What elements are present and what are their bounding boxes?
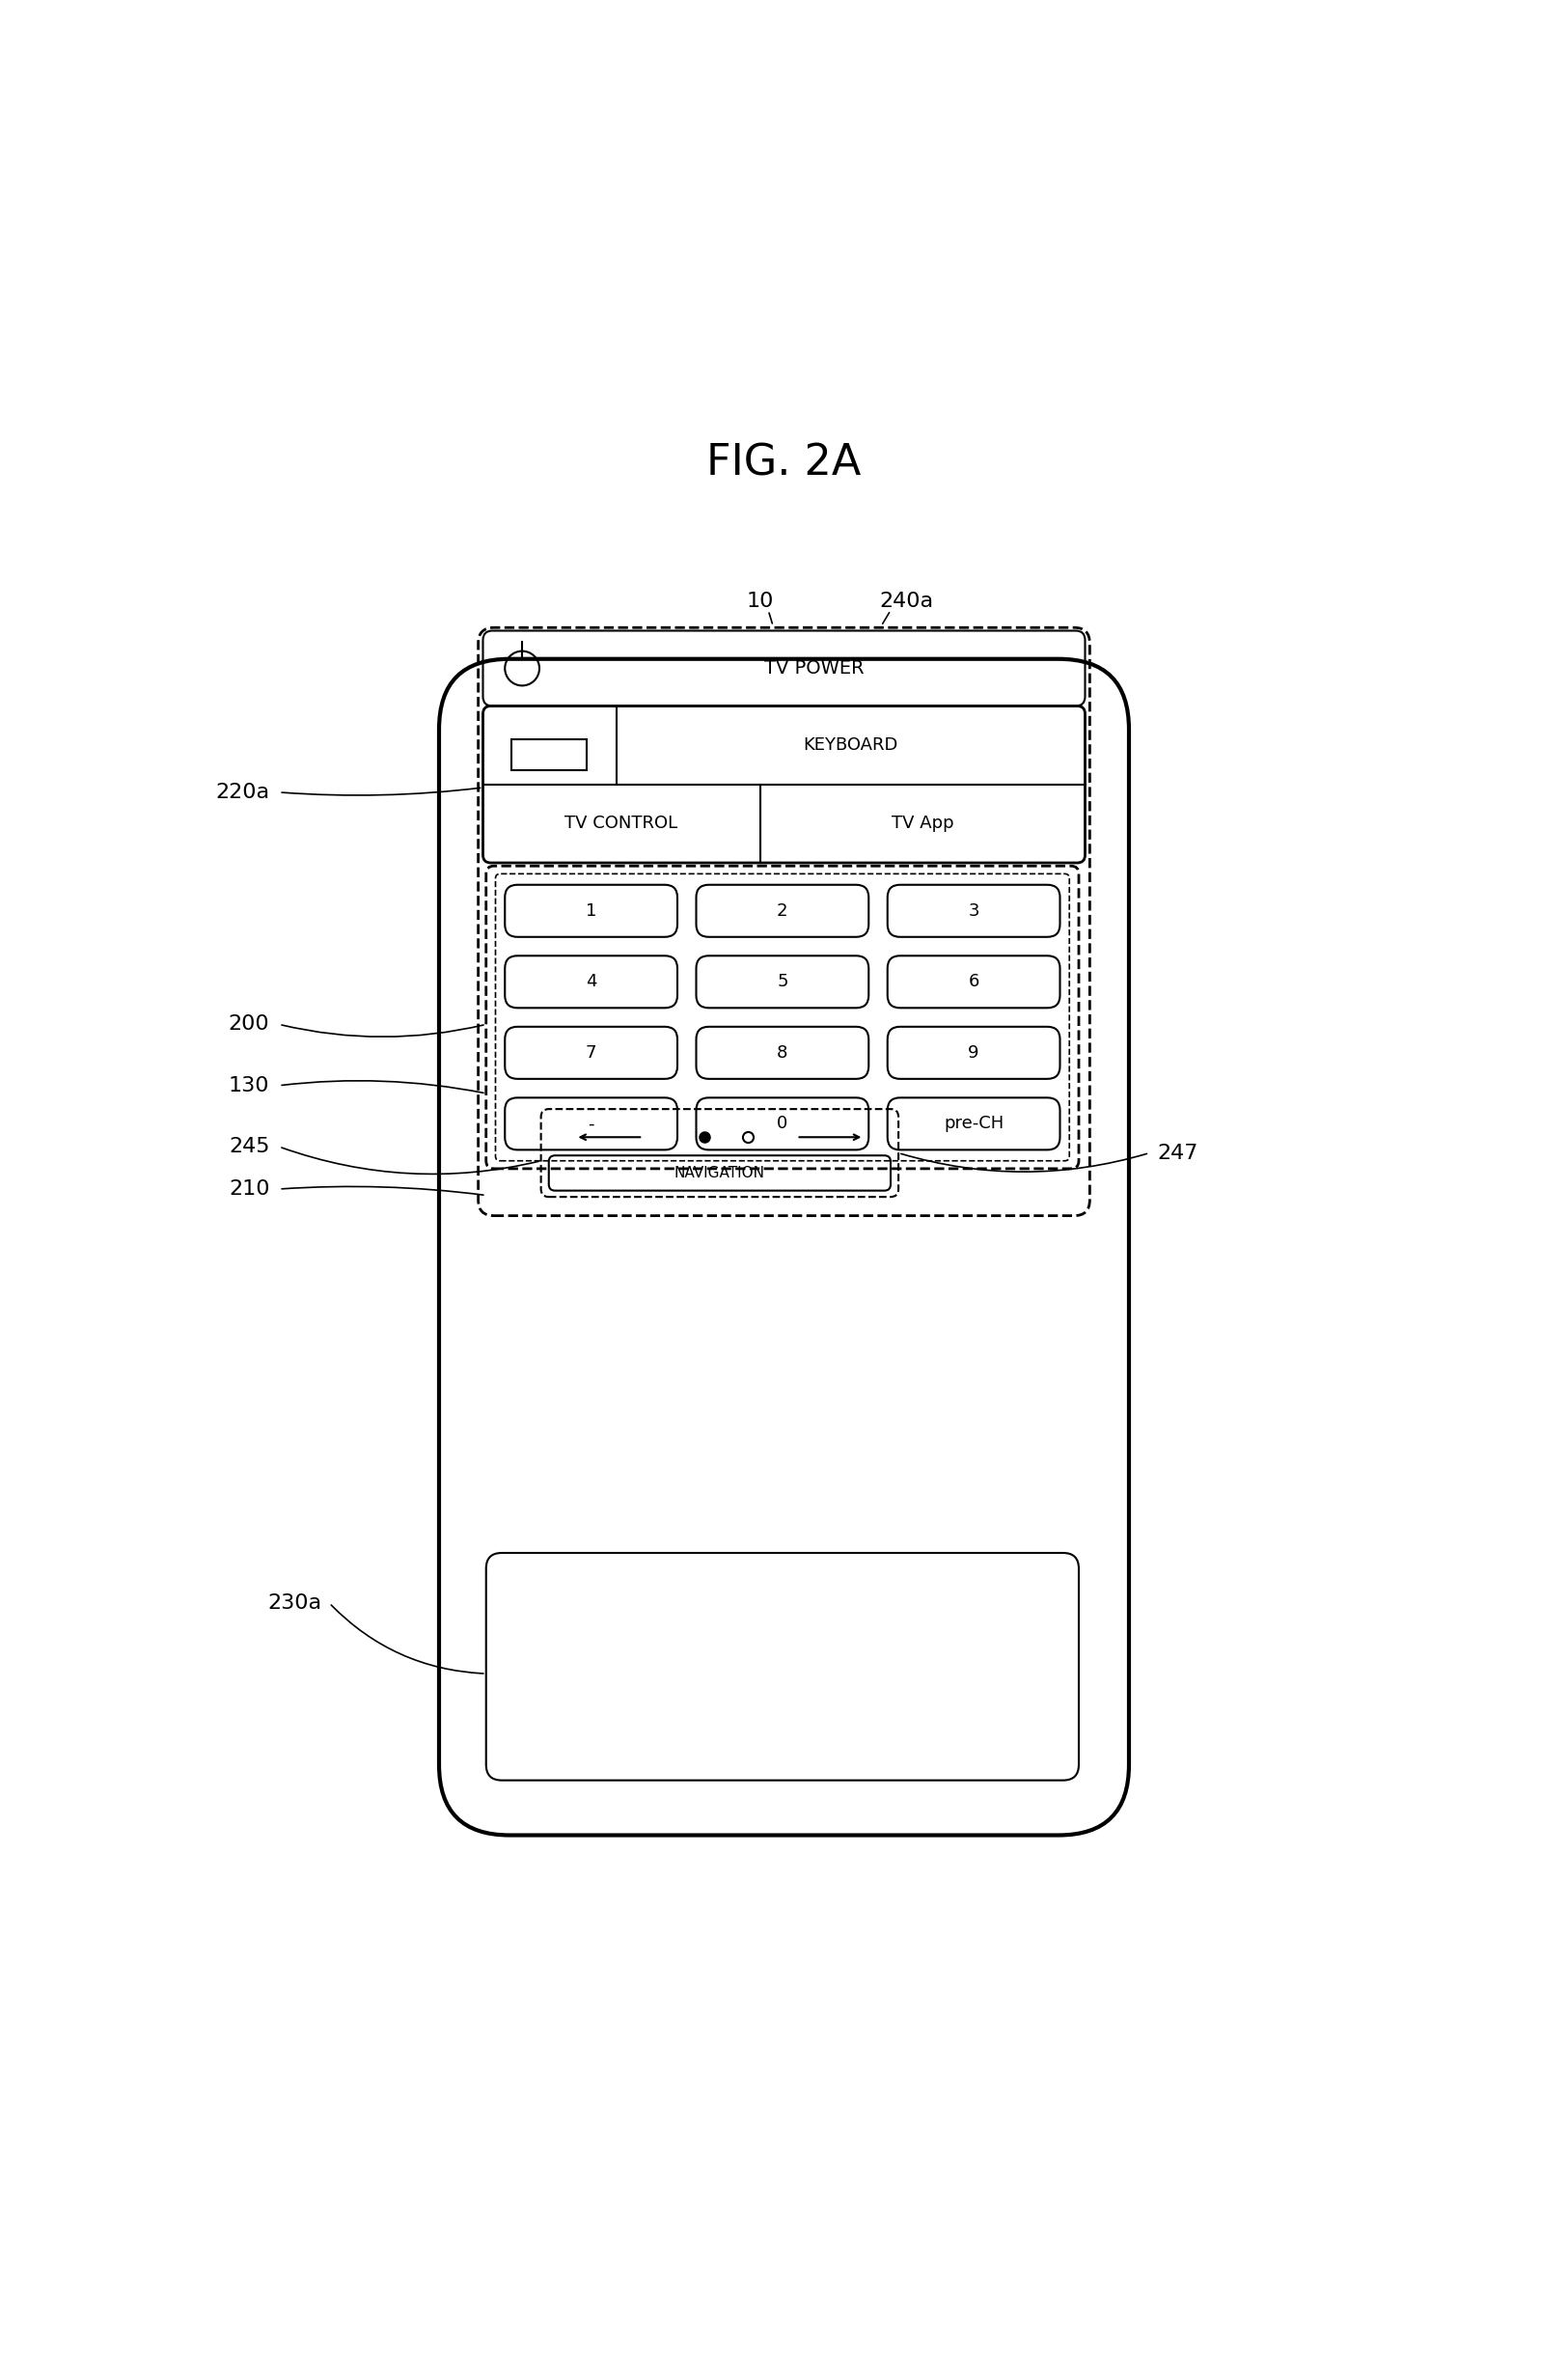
Text: 0: 0 [778, 1115, 787, 1132]
Text: TV App: TV App [891, 814, 953, 833]
Text: KEYBOARD: KEYBOARD [803, 736, 898, 753]
Text: 3: 3 [967, 901, 980, 920]
Text: 1: 1 [586, 901, 596, 920]
Text: 7: 7 [585, 1045, 597, 1061]
Text: 9: 9 [967, 1045, 980, 1061]
Text: 247: 247 [1157, 1144, 1198, 1162]
Text: 220a: 220a [215, 784, 270, 802]
Text: NAVIGATION: NAVIGATION [674, 1165, 765, 1181]
Text: FIG. 2A: FIG. 2A [707, 442, 861, 485]
Text: pre-CH: pre-CH [944, 1115, 1004, 1132]
Text: TV POWER: TV POWER [764, 659, 864, 678]
Text: 240a: 240a [880, 591, 933, 609]
Text: 245: 245 [229, 1136, 270, 1155]
Text: 2: 2 [776, 901, 789, 920]
Text: 4: 4 [585, 974, 597, 991]
Text: 8: 8 [778, 1045, 789, 1061]
Text: 10: 10 [746, 591, 775, 609]
Text: -: - [588, 1115, 594, 1132]
Text: 230a: 230a [267, 1593, 321, 1612]
Text: 130: 130 [229, 1075, 270, 1094]
Text: 210: 210 [229, 1179, 270, 1198]
Text: TV CONTROL: TV CONTROL [564, 814, 677, 833]
Bar [511, 739, 586, 769]
Text: 5: 5 [776, 974, 789, 991]
Text: 200: 200 [229, 1014, 270, 1033]
Text: 6: 6 [969, 974, 978, 991]
